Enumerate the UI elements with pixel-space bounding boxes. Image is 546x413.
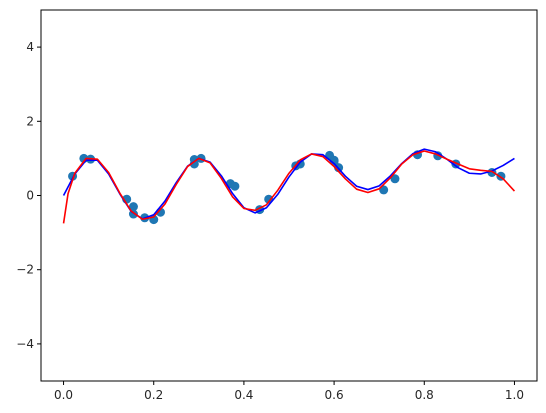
- x-tick-label: 0.8: [415, 388, 434, 402]
- x-tick-label: 0.0: [54, 388, 73, 402]
- x-tick-label: 0.2: [144, 388, 163, 402]
- scatter-point: [128, 202, 138, 212]
- scatter-point: [390, 174, 400, 184]
- y-tick-label: −2: [16, 263, 34, 277]
- scatter-point: [230, 181, 240, 191]
- red-fit-line: [62, 150, 516, 224]
- y-tick-label: 4: [26, 40, 34, 54]
- y-tick-label: 2: [26, 114, 34, 128]
- x-tick-label: 1.0: [505, 388, 524, 402]
- axes: 0.0 0.2 0.4 0.6 0.8 1.0 −4 −2 0 2 4: [16, 9, 538, 402]
- y-tick-label: −4: [16, 337, 34, 351]
- plot-area: [62, 148, 516, 225]
- scatter-point: [189, 155, 199, 165]
- x-tick-label: 0.4: [234, 388, 253, 402]
- x-tick-label: 0.6: [325, 388, 344, 402]
- y-tick-label: 0: [26, 189, 34, 203]
